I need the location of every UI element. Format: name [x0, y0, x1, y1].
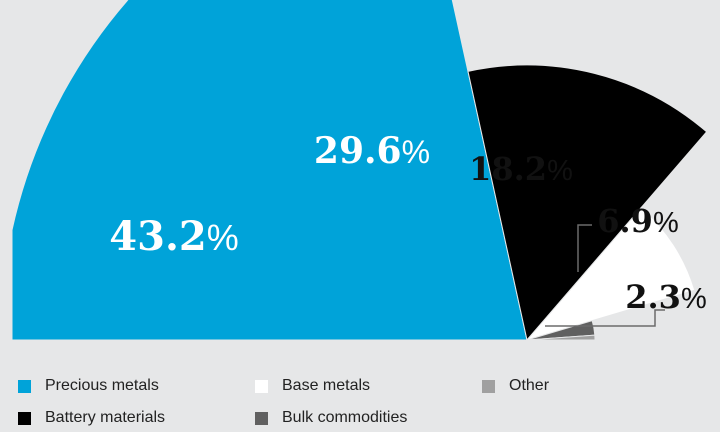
pie-slice-base-metals [525, 206, 696, 341]
legend-item-other: Other [482, 376, 549, 396]
pie-slice-battery-materials [467, 64, 708, 342]
data-label-battery-materials: 29.6% [314, 130, 430, 172]
pie-slices [11, 0, 708, 342]
legend-label: Precious metals [45, 377, 159, 394]
leader-line-other [545, 309, 665, 327]
legend-item-precious-metals: Precious metals [18, 376, 159, 396]
legend-item-battery-materials: Battery materials [18, 408, 165, 428]
legend-item-bulk-commodities: Bulk commodities [255, 408, 407, 428]
legend-label: Bulk commodities [282, 409, 408, 426]
legend-label: Other [509, 377, 550, 394]
legend-item-base-metals: Base metals [255, 376, 370, 396]
leader-lines [545, 224, 665, 327]
pie-slice-other [526, 334, 596, 341]
legend: Precious metals Base metals Other Batter… [18, 372, 718, 432]
pie-chart: 43.2% 29.6% 18.2% 6.9% 2.3% [11, 0, 708, 342]
legend-swatch [255, 379, 268, 393]
data-labels: 43.2% 29.6% 18.2% 6.9% 2.3% [109, 130, 706, 316]
data-label-base-metals: 18.2% [469, 150, 573, 188]
data-label-bulk-commodities: 6.9% [597, 202, 678, 240]
legend-swatch [482, 379, 495, 393]
pie-slice-precious-metals [11, 0, 528, 341]
data-label-precious-metals: 43.2% [109, 213, 238, 260]
legend-swatch [18, 411, 31, 425]
legend-label: Base metals [282, 377, 371, 394]
legend-swatch [18, 379, 31, 393]
leader-line-bulk-commodities [577, 224, 592, 272]
legend-label: Battery materials [45, 409, 166, 426]
data-label-other: 2.3% [625, 278, 706, 316]
legend-swatch [255, 411, 268, 425]
